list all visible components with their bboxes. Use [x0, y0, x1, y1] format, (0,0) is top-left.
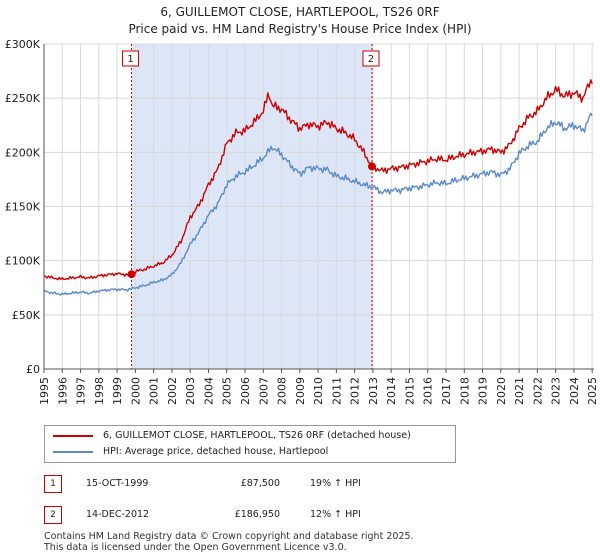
transaction-marker: 2 [44, 506, 62, 524]
x-tick-label: 2005 [221, 377, 234, 405]
x-tick-label: 2014 [385, 377, 398, 405]
hpi-line [43, 112, 593, 296]
x-tick-label: 2004 [202, 377, 215, 405]
x-tick-label: 1996 [56, 377, 69, 405]
x-tick-label: 2022 [531, 377, 544, 405]
sale-label-frame [122, 50, 140, 67]
y-tick-label: £300K [5, 38, 41, 51]
footer: Contains HM Land Registry data © Crown c… [44, 531, 414, 553]
sale-point [367, 162, 376, 171]
property-price-line [43, 79, 593, 281]
x-tick-label: 2010 [312, 377, 325, 405]
transaction-hpi: 12% ↑ HPI [310, 509, 361, 520]
transaction-date: 15-OCT-1999 [86, 478, 149, 489]
x-tick-label: 2011 [330, 377, 343, 405]
legend-label-property: 6, GUILLEMOT CLOSE, HARTLEPOOL, TS26 0RF… [103, 430, 411, 441]
sale-label-frame [362, 50, 380, 67]
x-tick-label: 2023 [550, 377, 563, 405]
sale-label-box: 1 [122, 50, 140, 67]
x-tick-label: 2018 [458, 377, 471, 405]
y-tick-label: £0 [26, 363, 40, 376]
x-tick-label: 2019 [477, 377, 490, 405]
y-tick-label: £250K [5, 92, 41, 105]
footer-copyright: Contains HM Land Registry data © Crown c… [44, 531, 414, 542]
transaction-date: 14-DEC-2012 [86, 509, 150, 520]
x-tick-label: 2017 [440, 377, 453, 405]
x-tick-label: 1995 [38, 377, 51, 405]
x-tick-label: 2021 [513, 377, 526, 405]
y-tick-label: £100K [5, 255, 41, 268]
x-tick-label: 2000 [129, 377, 142, 405]
legend-label-hpi: HPI: Average price, detached house, Hart… [103, 446, 329, 457]
x-tick-label: 2012 [349, 377, 362, 405]
x-tick-label: 2016 [422, 377, 435, 405]
y-tick-label: £200K [5, 146, 41, 159]
footer-licence: This data is licensed under the Open Gov… [44, 542, 347, 553]
x-tick-label: 2007 [257, 377, 270, 405]
x-tick-label: 2001 [148, 377, 161, 405]
sale-label-number: 2 [368, 54, 374, 65]
x-tick-label: 1997 [75, 377, 88, 405]
transaction-marker: 1 [44, 475, 62, 493]
legend-swatch-hpi [53, 451, 93, 453]
price-chart: £0 £50K £100K £150K £200K £250K £300K 1995 1996 1… [5, 38, 599, 405]
x-tick-label: 2008 [276, 377, 289, 405]
sale-label-number: 1 [127, 54, 133, 65]
x-tick-label: 2013 [367, 377, 380, 405]
legend-swatch-property [53, 435, 93, 437]
chart-title: 6, GUILLEMOT CLOSE, HARTLEPOOL, TS26 0RF [160, 5, 440, 19]
x-tick-label: 1998 [93, 377, 106, 405]
chart-subtitle: Price paid vs. HM Land Registry's House … [128, 22, 472, 36]
x-tick-label: 2003 [184, 377, 197, 405]
chart-legend: 6, GUILLEMOT CLOSE, HARTLEPOOL, TS26 0RF… [44, 425, 456, 463]
x-tick-label: 1999 [111, 377, 124, 405]
transaction-hpi: 19% ↑ HPI [310, 478, 361, 489]
x-tick-label: 2015 [403, 377, 416, 405]
sale-label-box: 2 [362, 50, 380, 67]
x-tick-label: 2020 [495, 377, 508, 405]
x-tick-label: 2002 [166, 377, 179, 405]
x-tick-label: 2024 [568, 377, 581, 405]
x-tick-label: 2006 [239, 377, 252, 405]
transaction-price: £87,500 [240, 478, 280, 489]
x-tick-label: 2025 [586, 377, 599, 405]
sale-point [127, 270, 136, 279]
transaction-price: £186,950 [234, 509, 280, 520]
y-tick-label: £50K [12, 309, 41, 322]
chart-title-block: 6, GUILLEMOT CLOSE, HARTLEPOOL, TS26 0RF… [0, 4, 600, 38]
y-tick-label: £150K [5, 201, 41, 214]
x-tick-label: 2009 [294, 377, 307, 405]
